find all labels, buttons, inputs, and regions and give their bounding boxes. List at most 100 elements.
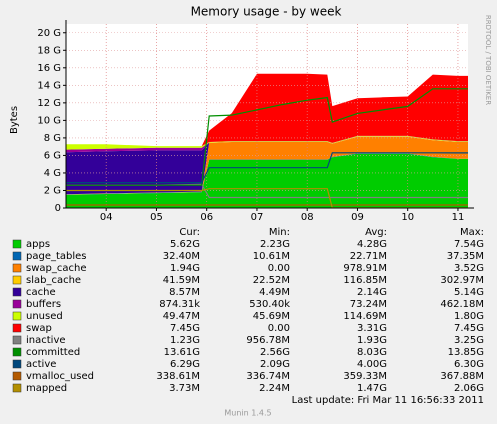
legend-swatch (12, 311, 22, 321)
legend-value: 73.24M (350, 299, 387, 310)
legend-swatch (12, 383, 22, 393)
stacked-area (66, 136, 468, 195)
legend-value: 956.78M (246, 335, 290, 346)
y-tick-label: 20 G (37, 28, 61, 39)
legend-swatch (12, 251, 22, 261)
legend-swatch (12, 359, 22, 369)
stacked-area (66, 135, 468, 150)
legend-entry: swap_cache (26, 263, 86, 274)
x-tick-label: 04 (100, 212, 113, 223)
legend-entry: buffers (26, 299, 61, 310)
y-tick-label: 16 G (37, 63, 61, 74)
legend-value: 3.52G (454, 263, 484, 274)
y-tick-label: 4 G (44, 168, 61, 179)
legend-header: Cur: (179, 227, 200, 238)
legend-header: Min: (269, 227, 290, 238)
legend-value: 114.69M (343, 311, 387, 322)
legend-value: 2.06G (454, 383, 484, 394)
legend-value: 3.25G (454, 335, 484, 346)
legend-value: 7.54G (454, 239, 484, 250)
legend-value: 8.57M (169, 287, 200, 298)
legend-swatch (12, 335, 22, 345)
side-text: RRDTOOL / TOBI OETIKER (484, 15, 492, 105)
legend-entry: swap (26, 323, 52, 334)
stacked-area (66, 136, 468, 195)
legend-value: 49.47M (163, 311, 200, 322)
y-tick-label: 12 G (37, 98, 61, 109)
x-tick-label: 06 (200, 212, 213, 223)
y-tick-label: 10 G (37, 115, 61, 126)
legend-header: Avg: (365, 227, 387, 238)
stacked-area (66, 136, 468, 153)
legend-value: 1.23G (170, 335, 200, 346)
legend-value: 874.31k (159, 299, 200, 310)
legend-swatch (12, 323, 22, 333)
y-tick-label: 18 G (37, 45, 61, 56)
legend-entry: committed (26, 347, 80, 358)
legend-value: 5.14G (454, 287, 484, 298)
last-update: Last update: Fri Mar 11 16:56:33 2011 (292, 395, 484, 406)
legend-entry: unused (26, 311, 63, 322)
legend-value: 22.71M (350, 251, 387, 262)
legend-value: 0.00 (268, 323, 290, 334)
legend-value: 2.14G (357, 287, 387, 298)
stacked-area (66, 153, 468, 208)
legend-value: 6.30G (454, 359, 484, 370)
y-tick-label: 0 (55, 203, 61, 214)
line (66, 88, 468, 186)
legend-value: 336.74M (246, 371, 290, 382)
legend-value: 4.49M (259, 287, 290, 298)
y-axis-label: Bytes (9, 106, 20, 134)
legend-value: 302.97M (440, 275, 484, 286)
legend-value: 37.35M (447, 251, 484, 262)
legend-header: Max: (460, 227, 484, 238)
legend-swatch (12, 347, 22, 357)
legend-value: 5.62G (170, 239, 200, 250)
legend-value: 22.52M (253, 275, 290, 286)
x-tick-label: 07 (251, 212, 264, 223)
legend-value: 530.40k (249, 299, 290, 310)
legend-swatch (12, 239, 22, 249)
legend-value: 32.40M (163, 251, 200, 262)
legend-entry: mapped (26, 383, 67, 394)
legend-value: 359.33M (343, 371, 387, 382)
legend-value: 3.31G (357, 323, 387, 334)
legend-swatch (12, 275, 22, 285)
legend-value: 978.91M (343, 263, 387, 274)
y-tick-label: 6 G (44, 150, 61, 161)
legend-value: 7.45G (170, 323, 200, 334)
legend-value: 1.93G (357, 335, 387, 346)
y-tick-label: 2 G (44, 185, 61, 196)
legend-entry: vmalloc_used (26, 371, 94, 382)
legend-value: 13.61G (164, 347, 200, 358)
legend-entry: cache (26, 287, 56, 298)
legend-value: 3.73M (169, 383, 200, 394)
chart-title: Memory usage - by week (191, 5, 342, 19)
legend-value: 41.59M (163, 275, 200, 286)
legend-swatch (12, 371, 22, 381)
legend-value: 7.45G (454, 323, 484, 334)
legend-value: 1.80G (454, 311, 484, 322)
legend-swatch (12, 287, 22, 297)
legend-value: 1.47G (357, 383, 387, 394)
areas (66, 73, 468, 208)
legend-entry: page_tables (26, 251, 87, 262)
line (66, 152, 468, 184)
legend-value: 2.23G (260, 239, 290, 250)
legend-value: 367.88M (440, 371, 484, 382)
x-tick-label: 08 (301, 212, 314, 223)
legend-value: 2.09G (260, 359, 290, 370)
legend-entry: inactive (26, 335, 66, 346)
legend-entry: active (26, 359, 56, 370)
legend-value: 13.85G (448, 347, 484, 358)
stacked-area (66, 73, 468, 147)
legend-value: 4.00G (357, 359, 387, 370)
legend-swatch (12, 263, 22, 273)
legend-value: 116.85M (343, 275, 387, 286)
legend-value: 6.29G (170, 359, 200, 370)
y-tick-label: 14 G (37, 80, 61, 91)
version: Munin 1.4.5 (224, 409, 271, 418)
x-tick-label: 09 (351, 212, 364, 223)
x-tick-label: 05 (150, 212, 163, 223)
